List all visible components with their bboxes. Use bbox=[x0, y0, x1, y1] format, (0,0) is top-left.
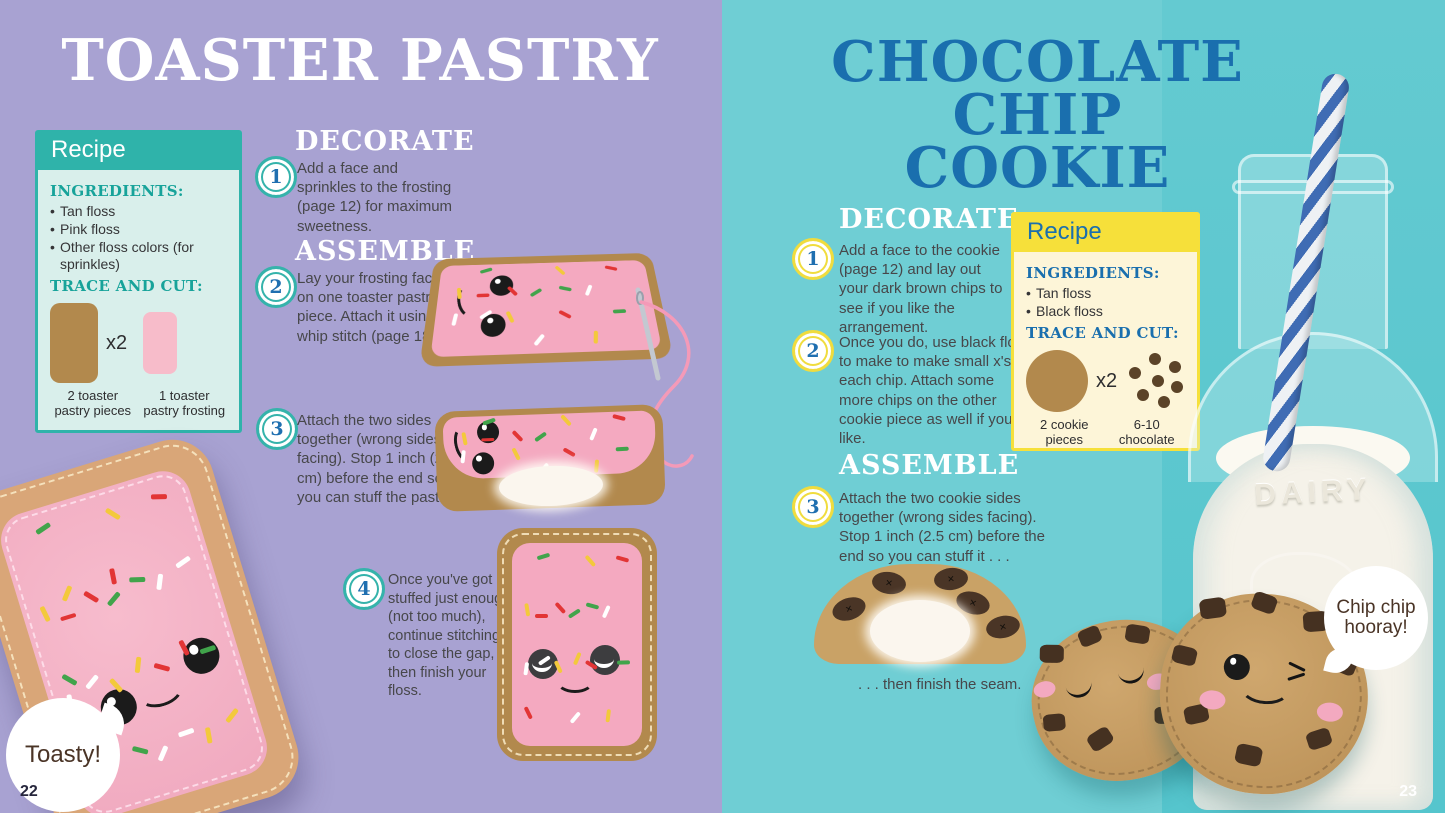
speech-line-2: hooray! bbox=[1344, 617, 1408, 638]
pastry-piece-shape bbox=[50, 303, 98, 384]
step-3-text: Attach the two cookie sides together (wr… bbox=[839, 490, 1045, 565]
right-page-chocolate-chip-cookie: CHOCOLATE CHIP COOKIE DECORATE 1 Add a f… bbox=[722, 0, 1445, 813]
trace-and-cut-label: TRACE AND CUT: bbox=[1026, 324, 1179, 343]
chips-caption: 6-10 chocolate chips bbox=[1118, 417, 1175, 448]
multiplier-label: x2 bbox=[106, 331, 128, 354]
cookie-piece-shape bbox=[1026, 350, 1088, 413]
decorate-heading: DECORATE bbox=[295, 126, 475, 157]
step-1-badge: 1 bbox=[792, 238, 834, 280]
pastry-illustration-stuffing bbox=[434, 404, 666, 512]
step-2-text: Once you do, use black floss to make to … bbox=[839, 334, 1031, 447]
step-2-text: Lay your frosting face up on one toaster… bbox=[297, 270, 462, 345]
decorate-heading: DECORATE bbox=[839, 204, 1019, 235]
ingredients-label: INGREDIENTS: bbox=[1026, 264, 1160, 282]
multiplier-label: x2 bbox=[1095, 369, 1118, 392]
recipe-card-header: Recipe bbox=[1014, 215, 1197, 252]
pastry-illustration-flat bbox=[419, 252, 674, 368]
left-page-toaster-pastry: TOASTER PASTRY Recipe INGREDIENTS: Tan f… bbox=[0, 0, 722, 813]
ingredient-item: Tan floss bbox=[1026, 285, 1185, 302]
page-number: 22 bbox=[20, 783, 38, 800]
trace-and-cut-label: TRACE AND CUT: bbox=[50, 277, 203, 296]
pieces-caption: 2 cookie pieces bbox=[1040, 417, 1089, 448]
speech-bubble-text: Toasty! bbox=[24, 741, 102, 769]
step-3-text: Attach the two sides together (wrong sid… bbox=[297, 412, 456, 506]
ingredient-item: Black floss bbox=[1026, 303, 1185, 320]
recipe-card: Recipe INGREDIENTS: Tan floss Pink floss… bbox=[35, 130, 242, 433]
ingredients-label: INGREDIENTS: bbox=[50, 182, 184, 200]
frosting-caption: 1 toaster pastry frosting bbox=[143, 388, 226, 419]
page-title: TOASTER PASTRY bbox=[61, 27, 659, 94]
step-4-text: Once you've got it stuffed just enough (… bbox=[388, 572, 511, 700]
pastry-illustration-finished bbox=[497, 528, 657, 761]
step-1-badge: 1 bbox=[255, 156, 297, 198]
pieces-caption: 2 toaster pastry pieces bbox=[54, 388, 132, 419]
recipe-card-header: Recipe bbox=[38, 133, 239, 170]
page-title: CHOCOLATE CHIP COOKIE bbox=[830, 29, 1245, 202]
speech-bubble: Toasty! bbox=[6, 698, 130, 812]
speech-bubble-text: Chip chip hooray! bbox=[1336, 598, 1415, 638]
step-3-badge: 3 bbox=[792, 486, 834, 528]
title-line-2: CHIP COOKIE bbox=[904, 82, 1171, 202]
seam-caption: . . . then finish the seam. bbox=[858, 676, 1022, 693]
title-line-1: CHOCOLATE bbox=[831, 29, 1244, 95]
step-4-badge: 4 bbox=[343, 568, 385, 610]
cookie-illustration-stuffing: ✕ ✕ ✕ ✕ ✕ bbox=[814, 556, 1026, 674]
page-number: 23 bbox=[1399, 783, 1417, 800]
step-2-badge: 2 bbox=[792, 330, 834, 372]
chocolate-chips-shape bbox=[1125, 353, 1185, 409]
step-3-badge: 3 bbox=[256, 408, 298, 450]
ingredient-item: Tan floss bbox=[50, 203, 227, 220]
recipe-card: Recipe INGREDIENTS: Tan floss Black flos… bbox=[1011, 212, 1200, 451]
step-2-badge: 2 bbox=[255, 266, 297, 308]
assemble-heading: ASSEMBLE bbox=[839, 450, 1020, 481]
step-1-text: Add a face to the cookie (page 12) and l… bbox=[839, 242, 1003, 336]
frosting-shape bbox=[143, 312, 178, 375]
ingredient-item: Other floss colors (for sprinkles) bbox=[50, 239, 227, 273]
ingredient-item: Pink floss bbox=[50, 221, 227, 238]
speech-line-1: Chip chip bbox=[1336, 597, 1416, 619]
speech-bubble: Chip chip hooray! bbox=[1323, 566, 1428, 677]
step-1-text: Add a face and sprinkles to the frosting… bbox=[297, 160, 453, 235]
